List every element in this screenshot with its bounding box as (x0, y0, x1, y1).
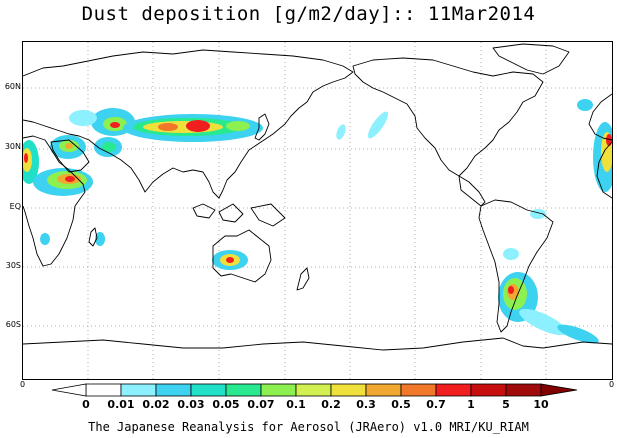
colorbar-cell (330, 383, 367, 397)
colorbar-cell (120, 383, 157, 397)
colorbar-cell (225, 383, 262, 397)
colorbar-tick-label: 0.02 (142, 398, 170, 411)
dust-deposition-field (23, 99, 612, 344)
colorbar-tick-label: 1 (467, 398, 475, 411)
colorbar-tick-label: 0.05 (212, 398, 240, 411)
world-map (22, 41, 613, 380)
colorbar-tick-label: 0 (82, 398, 90, 411)
colorbar-tick-label: 5 (502, 398, 510, 411)
colorbar (51, 383, 578, 397)
lat-label-60s: 60S (5, 320, 21, 329)
colorbar-cell (435, 383, 472, 397)
map-title: Dust deposition [g/m2/day]:: 11Mar2014 (81, 3, 536, 25)
colorbar-cell (295, 383, 332, 397)
edge-label-right: 0 (609, 380, 615, 389)
lat-label-60n: 60N (4, 82, 21, 91)
lat-label-eq: EQ (9, 202, 21, 211)
lat-label-30n: 30N (4, 142, 21, 151)
colorbar-tick-label: 0.2 (321, 398, 341, 411)
colorbar-tick-label: 0.5 (391, 398, 411, 411)
colorbar-cell (85, 383, 122, 397)
colorbar-right-arrow (540, 383, 578, 397)
colorbar-cell (190, 383, 227, 397)
colorbar-tick-label: 0.03 (177, 398, 205, 411)
footer-credit: The Japanese Reanalysis for Aerosol (JRA… (88, 420, 529, 434)
colorbar-cell (505, 383, 542, 397)
colorbar-left-arrow (51, 383, 87, 397)
colorbar-tick-label: 0.7 (426, 398, 446, 411)
colorbar-tick-label: 0.07 (247, 398, 275, 411)
coastlines (23, 43, 612, 351)
map-canvas (23, 42, 612, 379)
lat-label-30s: 30S (5, 261, 21, 270)
colorbar-cell (400, 383, 437, 397)
colorbar-tick-label: 0.01 (107, 398, 135, 411)
colorbar-cell (365, 383, 402, 397)
colorbar-tick-label: 10 (533, 398, 549, 411)
graticule (23, 42, 612, 379)
colorbar-cell (470, 383, 507, 397)
edge-label-left: 0 (20, 380, 26, 389)
colorbar-tick-label: 0.3 (356, 398, 376, 411)
colorbar-tick-label: 0.1 (286, 398, 306, 411)
colorbar-cell (155, 383, 192, 397)
colorbar-cells (85, 383, 542, 397)
colorbar-cell (260, 383, 297, 397)
